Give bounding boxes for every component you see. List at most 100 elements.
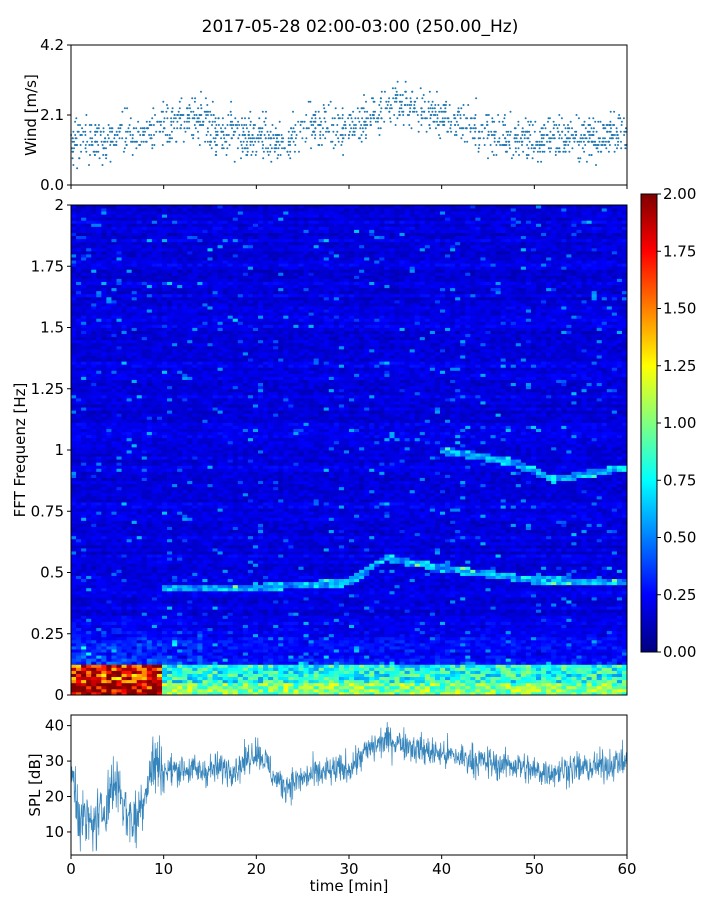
spectrogram-cell <box>238 661 243 664</box>
spectrogram-cell <box>157 628 162 631</box>
spectrogram-cell <box>617 634 622 637</box>
spectrogram-cell <box>617 677 622 680</box>
wind-point <box>72 157 74 159</box>
spectrogram-cell <box>213 603 218 606</box>
spectrogram-cell <box>167 689 172 692</box>
wind-point <box>548 137 550 139</box>
wind-point <box>106 141 108 143</box>
spectrogram-cell <box>617 609 622 612</box>
spectrogram-cell <box>96 661 101 664</box>
spectrogram-cell <box>122 631 127 634</box>
spectrogram-cell <box>86 640 91 643</box>
spectrogram-cell <box>197 600 202 603</box>
wind-point <box>473 117 475 119</box>
spectrogram-cell <box>485 628 490 631</box>
spectrogram-cell <box>405 674 410 677</box>
wind-point <box>578 141 580 143</box>
spectrogram-cell <box>546 683 551 686</box>
spectrogram-cell <box>339 686 344 689</box>
wind-point <box>378 104 380 106</box>
spectrogram-cell <box>253 618 258 621</box>
spectrogram-cell <box>192 637 197 640</box>
spectrogram-cell <box>213 628 218 631</box>
spectrogram-cell <box>91 631 96 634</box>
spectrogram-cell <box>526 600 531 603</box>
spectrogram-cell <box>314 671 319 674</box>
spectrogram-cell <box>122 634 127 637</box>
wind-panel: 0.02.14.2 Wind [m/s] <box>22 36 628 194</box>
spectrogram-cell <box>142 603 147 606</box>
spectrogram-cell <box>167 655 172 658</box>
wind-point <box>527 131 529 133</box>
spectrogram-cell <box>283 686 288 689</box>
spectrogram-cell <box>192 652 197 655</box>
spectrogram-cell <box>531 597 536 600</box>
spectrogram-cell <box>202 671 207 674</box>
wind-point <box>166 104 168 106</box>
wind-point <box>600 144 602 146</box>
spectrogram-cell <box>485 609 490 612</box>
spectrogram-cell <box>460 628 465 631</box>
spectrogram-cell <box>263 631 268 634</box>
spectrogram-cell <box>531 664 536 667</box>
spectrogram-cell <box>496 600 501 603</box>
spectrogram-cell <box>597 677 602 680</box>
spectrogram-cell <box>319 631 324 634</box>
spectrogram-cell <box>465 646 470 649</box>
spectrogram-cell <box>268 649 273 652</box>
spectrogram-cell <box>263 664 268 667</box>
spectrogram-cell <box>329 680 334 683</box>
spectrogram-cell <box>177 612 182 615</box>
spectrogram-cell <box>480 689 485 692</box>
spectrogram-cell <box>582 649 587 652</box>
spectrogram-cell <box>233 677 238 680</box>
wind-point <box>260 137 262 139</box>
spectrogram-cell <box>379 631 384 634</box>
spectrogram-cell <box>374 609 379 612</box>
spectrogram-cell <box>81 634 86 637</box>
spectrogram-cell <box>71 615 76 618</box>
spectrogram-cell <box>405 603 410 606</box>
spectrogram-cell <box>223 628 228 631</box>
spectrogram-cell <box>81 594 86 597</box>
spectrogram-cell <box>167 646 172 649</box>
spectrogram-cell <box>420 649 425 652</box>
spectrogram-cell <box>177 655 182 658</box>
wind-point <box>534 121 536 123</box>
spectrogram-cell <box>223 597 228 600</box>
wind-point <box>308 101 310 103</box>
wind-point <box>342 154 344 156</box>
spectrogram-cell <box>223 655 228 658</box>
spectrogram-cell <box>268 634 273 637</box>
wind-point <box>99 157 101 159</box>
spectrogram-cell <box>576 661 581 664</box>
spectrogram-cell <box>304 631 309 634</box>
wind-point <box>280 154 282 156</box>
spectrogram-cell <box>283 677 288 680</box>
spectrogram-cell <box>536 680 541 683</box>
wind-point <box>200 107 202 109</box>
wind-point <box>428 111 430 113</box>
spectrogram-cell <box>329 609 334 612</box>
spectrogram-cell <box>612 606 617 609</box>
spectrogram-cell <box>172 667 177 670</box>
wind-point <box>574 137 576 139</box>
wind-point <box>151 144 153 146</box>
spectrogram-cell <box>238 622 243 625</box>
spectrogram-cell <box>516 689 521 692</box>
spectrogram-cell <box>425 640 430 643</box>
spectrogram-cell <box>384 631 389 634</box>
wind-point <box>333 147 335 149</box>
wind-point <box>317 144 319 146</box>
spectrogram-cell <box>349 622 354 625</box>
spectrogram-cell <box>400 597 405 600</box>
spectrogram-cell <box>394 615 399 618</box>
wind-point <box>193 117 195 119</box>
spectrogram-cell <box>298 631 303 634</box>
wind-point <box>281 137 283 139</box>
spectrogram-cell <box>576 664 581 667</box>
spectrogram-cell <box>157 683 162 686</box>
spectrogram-cell <box>258 612 263 615</box>
spectrogram-cell <box>455 609 460 612</box>
